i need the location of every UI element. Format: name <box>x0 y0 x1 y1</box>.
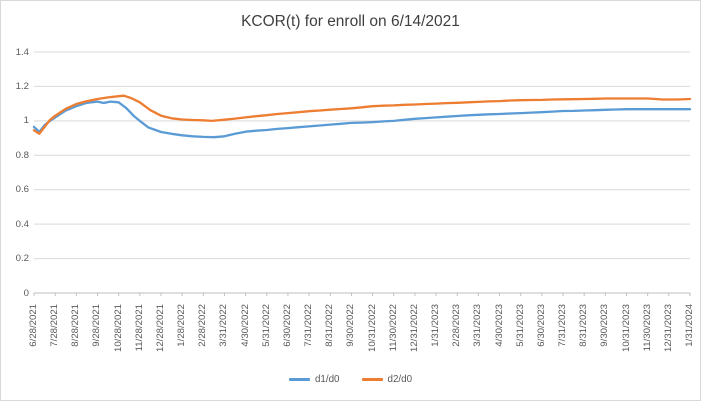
legend-label-d2-d0: d2/d0 <box>387 374 413 385</box>
series-line-d2-d0[interactable] <box>32 94 692 135</box>
y-axis-label: 0.4 <box>15 218 29 230</box>
legend-item-d2-d0[interactable]: d2/d0 <box>361 374 413 385</box>
y-axis-label: 0.8 <box>15 149 29 161</box>
y-axis-label: 0 <box>23 287 29 299</box>
chart-title: KCOR(t) for enroll on 6/14/2021 <box>241 13 460 30</box>
y-axis-label: 0.2 <box>15 253 29 265</box>
y-axis-label: 1 <box>23 115 29 127</box>
legend-item-d1-d0[interactable]: d1/d0 <box>288 374 340 385</box>
y-axis-label: 1.4 <box>15 46 29 58</box>
y-axis-label: 0.6 <box>15 184 29 196</box>
legend-swatch-d1-d0 <box>288 378 310 381</box>
series-line-d1-d0[interactable] <box>32 100 692 139</box>
y-axis-label: 1.2 <box>15 80 29 92</box>
legend-swatch-d2-d0 <box>361 378 383 381</box>
legend-label-d1-d0: d1/d0 <box>314 374 340 385</box>
legend: d1/d0 d2/d0 <box>1 374 700 385</box>
